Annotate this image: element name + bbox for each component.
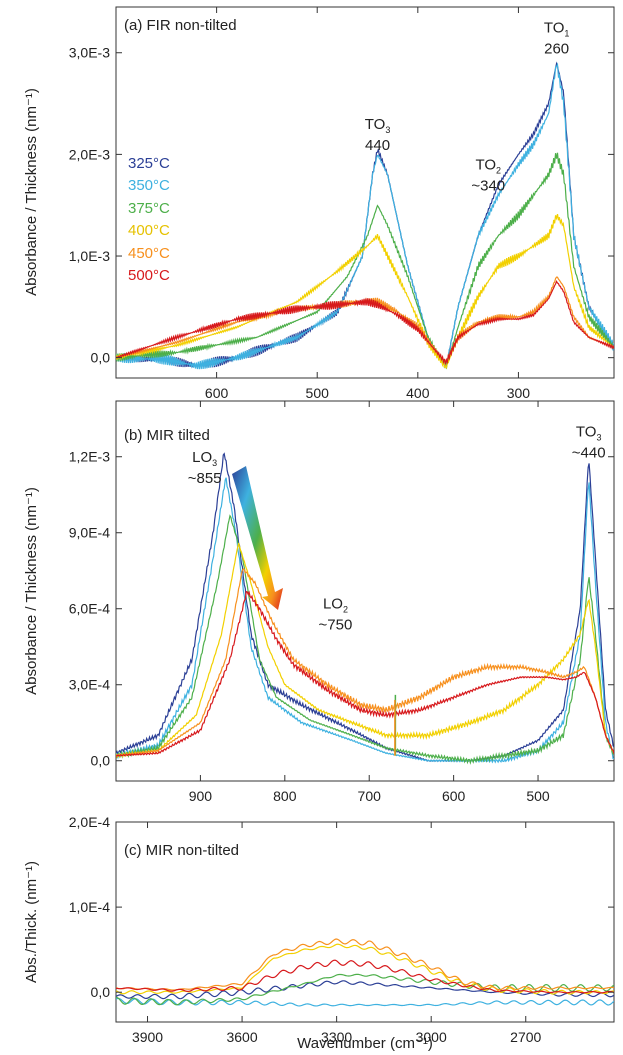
x-axis-title: Wavenumber (cm⁻¹) bbox=[297, 1035, 433, 1052]
peak-value: ~855 bbox=[188, 470, 222, 487]
x-tick-label: 300 bbox=[507, 385, 531, 401]
series-line-b-0 bbox=[116, 452, 614, 763]
panel-c-ticks: 3900 3600 3300 3000 2700 0,0 1,0E-4 2,0E-4 bbox=[69, 814, 614, 1045]
x-tick-label: 600 bbox=[205, 385, 229, 401]
x-tick-label: 700 bbox=[358, 788, 382, 804]
peak-label: LO2 bbox=[323, 596, 348, 615]
panel-a-annotations: TO1 260 TO3 440 TO2 ~340 bbox=[365, 19, 570, 194]
peak-label: TO2 bbox=[475, 157, 501, 176]
y-tick-label: 0,0 bbox=[91, 350, 111, 366]
y-tick-label: 0,0 bbox=[91, 984, 111, 1000]
legend-entry-500: 500°C bbox=[128, 267, 170, 284]
y-tick-label: 9,0E-4 bbox=[69, 525, 110, 541]
panel-c: (c) MIR non-tilted Abs./Thick. (nm⁻¹) 39… bbox=[23, 814, 615, 1052]
series-line-a-4 bbox=[116, 276, 614, 366]
panel-b-ticks: 900 800 700 600 500 0,0 3,0E-4 6,0E-4 9,0E-4 1,2E… bbox=[69, 401, 614, 804]
peak-label: TO3 bbox=[365, 116, 391, 135]
series-line-a-0 bbox=[116, 61, 614, 369]
peak-value: ~750 bbox=[319, 617, 353, 634]
series-line-c-5 bbox=[116, 959, 614, 994]
panel-b-title: (b) MIR tilted bbox=[124, 427, 210, 444]
panel-b-ylabel: Absorbance / Thickness (nm⁻¹) bbox=[23, 487, 40, 695]
x-tick-label: 600 bbox=[442, 788, 466, 804]
series-line-a-3 bbox=[116, 213, 614, 370]
panel-a-series bbox=[116, 61, 614, 370]
series-line-b-4 bbox=[116, 568, 614, 758]
series-line-a-1 bbox=[116, 62, 614, 370]
panel-c-frame bbox=[115, 821, 615, 1023]
legend-entry-325: 325°C bbox=[128, 155, 170, 172]
y-tick-label: 6,0E-4 bbox=[69, 601, 110, 617]
temperature-arrow bbox=[232, 466, 283, 610]
legend-entry-450: 450°C bbox=[128, 245, 170, 262]
panel-b: (b) MIR tilted Absorbance / Thickness (n… bbox=[23, 400, 615, 804]
legend-entry-375: 375°C bbox=[128, 200, 170, 217]
panel-c-title: (c) MIR non-tilted bbox=[124, 842, 239, 859]
x-tick-label: 3000 bbox=[416, 1029, 447, 1045]
series-line-b-3 bbox=[116, 542, 614, 759]
panel-a-title: (a) FIR non-tilted bbox=[124, 17, 237, 34]
panel-a-ticks: 600 500 400 300 0,0 1,0E-3 2,0E-3 3,0E-3 bbox=[69, 7, 614, 401]
peak-value: ~440 bbox=[572, 444, 606, 461]
y-tick-label: 3,0E-3 bbox=[69, 45, 110, 61]
temperature-arrow-icon bbox=[232, 466, 283, 610]
x-tick-label: 3900 bbox=[132, 1029, 163, 1045]
panel-a-legend: 325°C 350°C 375°C 400°C 450°C 500°C bbox=[128, 155, 170, 284]
y-tick-label: 3,0E-4 bbox=[69, 677, 110, 693]
series-line-c-3 bbox=[116, 943, 614, 995]
series-line-b-5 bbox=[116, 590, 614, 757]
x-tick-label: 500 bbox=[526, 788, 550, 804]
peak-value: ~340 bbox=[471, 178, 505, 195]
series-line-b-2 bbox=[116, 514, 614, 765]
x-tick-label: 800 bbox=[273, 788, 297, 804]
y-tick-label: 2,0E-3 bbox=[69, 146, 110, 162]
series-line-b-1 bbox=[116, 477, 614, 764]
panel-b-annotations: LO3 ~855 TO3 ~440 LO2 ~750 bbox=[188, 423, 606, 633]
x-tick-label: 3300 bbox=[321, 1029, 352, 1045]
panel-a-frame bbox=[115, 6, 615, 379]
y-tick-label: 1,2E-3 bbox=[69, 449, 110, 465]
panel-a: (a) FIR non-tilted Absorbance / Thicknes… bbox=[23, 6, 615, 401]
panel-b-frame bbox=[115, 400, 615, 782]
x-tick-label: 400 bbox=[406, 385, 430, 401]
legend-entry-400: 400°C bbox=[128, 222, 170, 239]
peak-label: TO3 bbox=[576, 423, 602, 442]
series-line-c-4 bbox=[116, 938, 614, 991]
x-tick-label: 500 bbox=[306, 385, 330, 401]
x-tick-label: 3600 bbox=[226, 1029, 257, 1045]
series-line-c-0 bbox=[116, 980, 614, 1000]
y-tick-label: 2,0E-4 bbox=[69, 814, 110, 830]
peak-label: LO3 bbox=[192, 449, 217, 468]
y-tick-label: 1,0E-4 bbox=[69, 899, 110, 915]
legend-entry-350: 350°C bbox=[128, 177, 170, 194]
panel-b-series bbox=[116, 452, 614, 765]
y-tick-label: 0,0 bbox=[91, 753, 111, 769]
series-line-a-2 bbox=[116, 152, 614, 369]
series-line-c-1 bbox=[116, 997, 614, 1007]
peak-value: 440 bbox=[365, 137, 390, 154]
y-tick-label: 1,0E-3 bbox=[69, 248, 110, 264]
series-line-c-2 bbox=[116, 973, 614, 1006]
x-tick-label: 2700 bbox=[510, 1029, 541, 1045]
x-tick-label: 900 bbox=[189, 788, 213, 804]
panel-c-series bbox=[116, 938, 614, 1007]
peak-label: TO1 bbox=[544, 19, 570, 38]
panel-c-ylabel: Abs./Thick. (nm⁻¹) bbox=[23, 861, 40, 983]
series-line-a-5 bbox=[116, 279, 614, 365]
panel-a-ylabel: Absorbance / Thickness (nm⁻¹) bbox=[23, 88, 40, 296]
peak-value: 260 bbox=[544, 40, 569, 57]
